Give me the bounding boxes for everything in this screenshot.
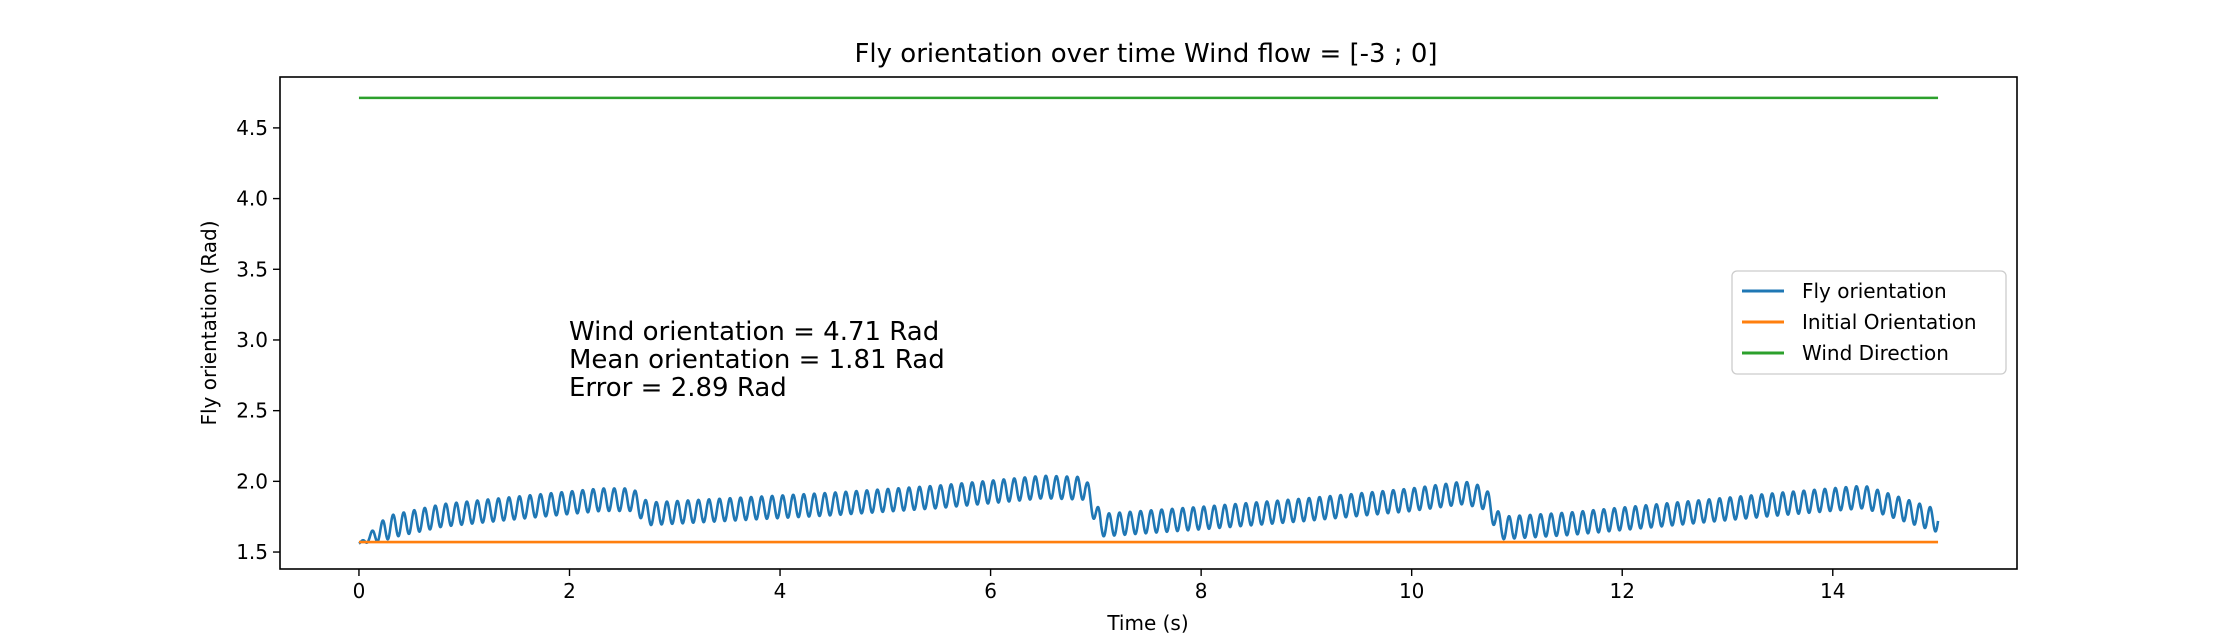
- y-tick-label: 2.5: [236, 399, 268, 423]
- y-tick-label: 3.5: [236, 257, 268, 281]
- series-layer: [358, 96, 1940, 545]
- legend-label-fly-orientation: Fly orientation: [1802, 279, 1947, 303]
- legend-box: [1731, 270, 2007, 375]
- x-axis-label: Time (s): [1106, 611, 1188, 635]
- legend: Fly orientation Initial Orientation Wind…: [1731, 270, 2007, 375]
- x-tick-label: 0: [353, 579, 366, 603]
- y-tick-label: 2.0: [236, 469, 268, 493]
- x-tick-label: 8: [1195, 579, 1208, 603]
- y-tick-label: 4.5: [236, 116, 268, 140]
- y-axis-ticks: 1.5 2.0 2.5 3.0 3.5 4.0 4.5: [236, 116, 280, 564]
- y-tick-label: 3.0: [236, 328, 268, 352]
- annotation-error: Error = 2.89 Rad: [569, 373, 787, 403]
- chart-title: Fly orientation over time Wind flow = [-…: [854, 39, 1437, 69]
- x-axis-ticks: 0 2 4 6 8 10 12 14: [353, 569, 1845, 603]
- plot-frame: [279, 76, 2018, 570]
- x-tick-label: 12: [1610, 579, 1635, 603]
- x-tick-label: 6: [984, 579, 997, 603]
- legend-label-wind-direction: Wind Direction: [1802, 341, 1949, 365]
- series-line-fly-orientation: [358, 474, 1940, 545]
- annotation-wind-orientation: Wind orientation = 4.71 Rad: [569, 317, 939, 347]
- x-tick-label: 14: [1820, 579, 1845, 603]
- y-tick-label: 1.5: [236, 540, 268, 564]
- legend-label-initial-orientation: Initial Orientation: [1802, 310, 1977, 334]
- x-tick-label: 4: [774, 579, 787, 603]
- x-tick-label: 2: [563, 579, 576, 603]
- x-tick-label: 10: [1399, 579, 1424, 603]
- annotation-mean-orientation: Mean orientation = 1.81 Rad: [569, 345, 945, 375]
- y-tick-label: 4.0: [236, 187, 268, 211]
- y-axis-label: Fly orientation (Rad): [197, 220, 221, 425]
